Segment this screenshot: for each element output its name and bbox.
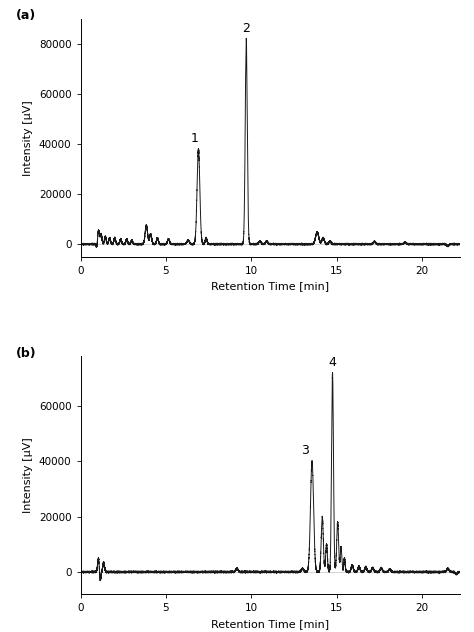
Text: 2: 2 — [242, 22, 250, 35]
Y-axis label: Intensity [µV]: Intensity [µV] — [23, 437, 33, 513]
Y-axis label: Intensity [µV]: Intensity [µV] — [23, 100, 33, 176]
Text: (b): (b) — [16, 347, 37, 360]
X-axis label: Retention Time [min]: Retention Time [min] — [211, 281, 329, 291]
Text: (a): (a) — [16, 9, 36, 23]
Text: 4: 4 — [328, 356, 337, 369]
Text: 1: 1 — [190, 132, 198, 145]
Text: 3: 3 — [301, 444, 309, 458]
X-axis label: Retention Time [min]: Retention Time [min] — [211, 619, 329, 629]
